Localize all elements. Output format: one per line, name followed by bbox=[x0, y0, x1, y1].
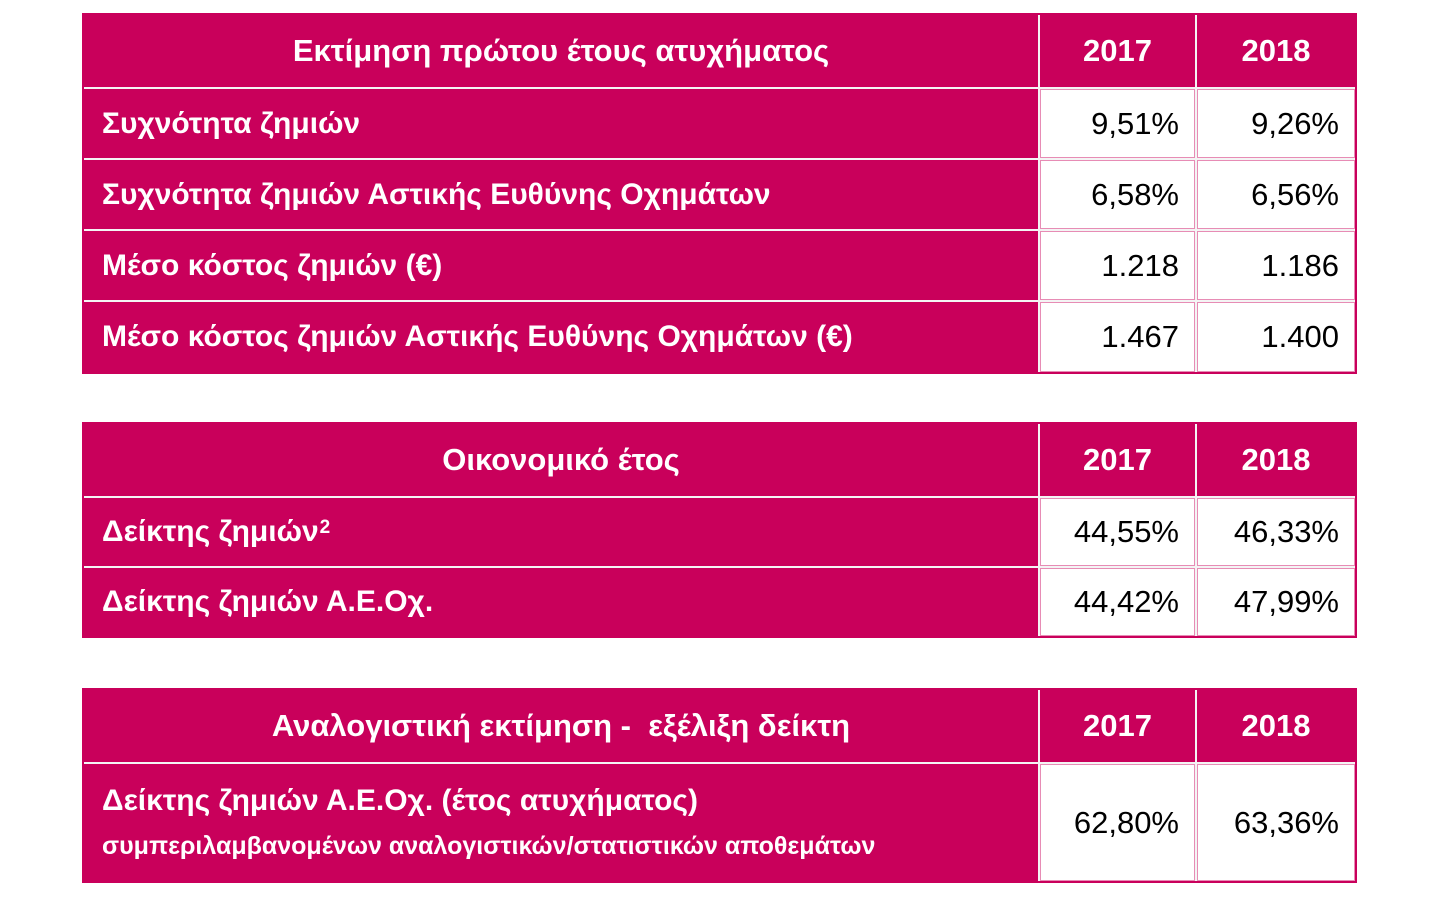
table-header-title: Οικονομικό έτος bbox=[84, 424, 1038, 496]
footnote-marker: 2 bbox=[319, 517, 331, 538]
row-label-motor-liability-claims-frequency: Συχνότητα ζημιών Αστικής Ευθύνης Οχημάτω… bbox=[84, 160, 1038, 229]
row-label-motor-liability-loss-ratio-accident-year: Δείκτης ζημιών Α.Ε.Οχ. (έτος ατυχήματος)… bbox=[84, 764, 1038, 881]
value-motor-liability-average-claim-cost-2018: 1.400 bbox=[1197, 302, 1355, 372]
row-label-motor-liability-average-claim-cost: Μέσο κόστος ζημιών Αστικής Ευθύνης Οχημά… bbox=[84, 302, 1038, 372]
value-claims-frequency-2018: 9,26% bbox=[1197, 89, 1355, 158]
value-motor-liability-loss-ratio-2017: 44,42% bbox=[1040, 568, 1195, 636]
table-header-year-2018: 2018 bbox=[1197, 15, 1355, 87]
value-average-claim-cost-2017: 1.218 bbox=[1040, 231, 1195, 300]
table-header-year-2017: 2017 bbox=[1040, 15, 1195, 87]
value-accident-year-loss-ratio-2017: 62,80% bbox=[1040, 764, 1195, 881]
table-header-year-2017: 2017 bbox=[1040, 424, 1195, 496]
loss-ratio-label-text: Δείκτης ζημιών bbox=[102, 515, 319, 548]
financial-year-table: Οικονομικό έτος 2017 2018 Δείκτης ζημιών… bbox=[82, 422, 1357, 638]
row-label-main-text: Δείκτης ζημιών Α.Ε.Οχ. (έτος ατυχήματος) bbox=[102, 784, 698, 817]
actuarial-estimate-table: Αναλογιστική εκτίμηση - εξέλιξη δείκτη 2… bbox=[82, 688, 1357, 883]
value-motor-liability-average-claim-cost-2017: 1.467 bbox=[1040, 302, 1195, 372]
row-label-average-claim-cost: Μέσο κόστος ζημιών (€) bbox=[84, 231, 1038, 300]
value-loss-ratio-2017: 44,55% bbox=[1040, 498, 1195, 566]
row-label-claims-frequency: Συχνότητα ζημιών bbox=[84, 89, 1038, 158]
row-label-sub-text: συμπεριλαμβανομένων αναλογιστικών/στατισ… bbox=[102, 832, 876, 860]
table-header-year-2017: 2017 bbox=[1040, 690, 1195, 762]
value-claims-frequency-2017: 9,51% bbox=[1040, 89, 1195, 158]
value-loss-ratio-2018: 46,33% bbox=[1197, 498, 1355, 566]
row-label-motor-liability-loss-ratio: Δείκτης ζημιών Α.Ε.Οχ. bbox=[84, 568, 1038, 636]
value-motor-liability-claims-frequency-2017: 6,58% bbox=[1040, 160, 1195, 229]
value-accident-year-loss-ratio-2018: 63,36% bbox=[1197, 764, 1355, 881]
accident-year-estimate-table: Εκτίμηση πρώτου έτους ατυχήματος 2017 20… bbox=[82, 13, 1357, 374]
table-header-year-2018: 2018 bbox=[1197, 424, 1355, 496]
table-header-year-2018: 2018 bbox=[1197, 690, 1355, 762]
value-motor-liability-claims-frequency-2018: 6,56% bbox=[1197, 160, 1355, 229]
value-motor-liability-loss-ratio-2018: 47,99% bbox=[1197, 568, 1355, 636]
table-header-title: Εκτίμηση πρώτου έτους ατυχήματος bbox=[84, 15, 1038, 87]
value-average-claim-cost-2018: 1.186 bbox=[1197, 231, 1355, 300]
row-label-loss-ratio: Δείκτης ζημιών 2 bbox=[84, 498, 1038, 566]
table-header-title: Αναλογιστική εκτίμηση - εξέλιξη δείκτη bbox=[84, 690, 1038, 762]
